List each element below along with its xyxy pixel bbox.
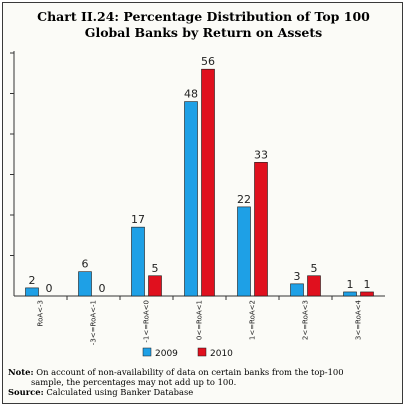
data-label-2010-2: 0	[99, 282, 106, 295]
bar-2009-4	[184, 101, 198, 297]
data-label-2010-4: 56	[201, 55, 215, 68]
bar-2010-5	[254, 162, 268, 297]
source-label: Source:	[8, 387, 44, 397]
data-label-2009-1: 2	[29, 274, 36, 287]
legend-label-2010: 2010	[210, 349, 233, 359]
data-label-2009-7: 1	[347, 278, 354, 291]
chart-frame: Chart II.24: Percentage Distribution of …	[2, 2, 403, 404]
data-label-2010-1: 0	[46, 282, 53, 295]
data-label-2009-4: 48	[184, 88, 198, 101]
legend-label-2009: 2009	[155, 349, 178, 359]
data-label-2009-2: 6	[82, 258, 89, 271]
legend-swatch-2010	[197, 347, 207, 357]
bar-2010-7	[360, 291, 374, 297]
x-tick-label: 1<=RoA<2	[249, 300, 257, 340]
chart-title-line-2: Global Banks by Return on Assets	[84, 25, 323, 40]
bar-2010-4	[201, 68, 215, 297]
note-line-1: Note: On account of non-availability of …	[8, 367, 400, 377]
bar-2009-5	[237, 206, 251, 297]
data-label-2009-6: 3	[294, 270, 301, 283]
bar-2009-1	[25, 287, 39, 297]
bar-2009-7	[343, 291, 357, 297]
bar-2009-6	[290, 283, 304, 297]
x-tick-label: 0<=RoA<1	[196, 300, 204, 340]
source-text: Calculated using Banker Database	[46, 387, 194, 397]
x-tick-label: 3<=RoA<4	[355, 299, 363, 340]
x-tick-label: -3<=RoA<-1	[90, 300, 98, 345]
bar-2009-2	[78, 271, 92, 297]
chart-notes: Note: On account of non-availability of …	[8, 367, 400, 397]
source-line: Source: Calculated using Banker Database	[8, 387, 400, 397]
data-label-2010-6: 5	[311, 262, 318, 275]
bar-2010-6	[307, 275, 321, 297]
data-label-2010-7: 1	[364, 278, 371, 291]
legend-swatch-2009	[142, 347, 152, 357]
note-label: Note:	[8, 367, 34, 377]
note-text-1: On account of non-availability of data o…	[36, 367, 344, 377]
note-text-2: sample, the percentages may not add up t…	[31, 377, 237, 387]
data-label-2009-5: 22	[237, 193, 251, 206]
bar-chart: RoA<-320-3<=RoA<-160-1<=RoA<01750<=RoA<1…	[10, 51, 385, 359]
chart-title: Chart II.24: Percentage Distribution of …	[3, 9, 404, 41]
data-label-2009-3: 17	[131, 213, 145, 226]
data-label-2010-3: 5	[152, 262, 159, 275]
data-label-2010-5: 33	[254, 148, 268, 161]
bar-2009-3	[131, 226, 145, 297]
bar-2010-3	[148, 275, 162, 297]
chart-title-line-1: Chart II.24: Percentage Distribution of …	[37, 9, 370, 24]
x-tick-label: 2<=RoA<3	[302, 300, 310, 340]
x-tick-label: RoA<-3	[37, 300, 45, 326]
note-line-2: sample, the percentages may not add up t…	[8, 377, 400, 387]
x-tick-label: -1<=RoA<0	[143, 300, 151, 343]
